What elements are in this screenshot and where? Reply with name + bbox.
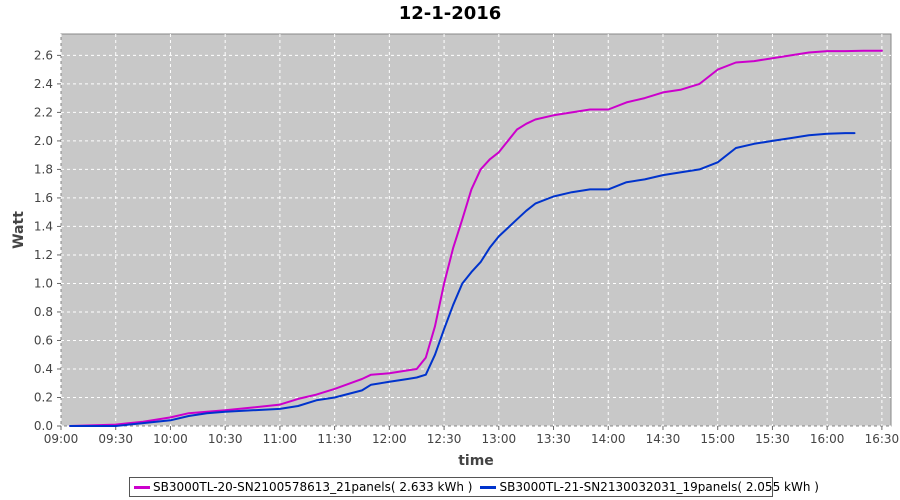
x-tick-label: 11:00: [263, 432, 298, 446]
x-tick-label: 11:30: [317, 432, 352, 446]
x-tick-label: 10:00: [153, 432, 188, 446]
x-tick-label: 12:00: [372, 432, 407, 446]
y-tick-label: 2.0: [34, 134, 53, 148]
legend-item: SB3000TL-20-SN2100578613_21panels( 2.633…: [134, 480, 472, 494]
x-tick-label: 13:30: [536, 432, 571, 446]
x-tick-label: 15:00: [700, 432, 735, 446]
y-tick-label: 0.2: [34, 390, 53, 404]
plot-area: [60, 33, 892, 427]
series-line-2: [69, 132, 856, 427]
legend-item: SB3000TL-21-SN2130032031_19panels( 2.055…: [480, 480, 819, 494]
y-tick-label: 1.4: [34, 219, 53, 233]
legend-label: SB3000TL-21-SN2130032031_19panels( 2.055…: [499, 480, 819, 494]
y-tick-label: 1.8: [34, 162, 53, 176]
x-tick-label: 15:30: [755, 432, 790, 446]
y-tick-label: 1.0: [34, 276, 53, 290]
x-tick-label: 10:30: [208, 432, 243, 446]
chart-title: 12-1-2016: [398, 3, 502, 24]
grid-lines: [60, 34, 891, 427]
y-tick-label: 1.2: [34, 248, 53, 262]
y-tick-label: 0.4: [34, 362, 53, 376]
y-axis-ticks: 0.0 0.2 0.4 0.6 0.8 1.0 1.2 1.4 1.6 1.8 2.0 2.2 2.4 2…: [34, 48, 61, 433]
series-lines: [69, 49, 883, 427]
y-tick-label: 2.2: [34, 105, 53, 119]
x-tick-label: 16:00: [810, 432, 845, 446]
legend-swatch: [480, 485, 497, 489]
series-line-1: [69, 49, 883, 427]
x-tick-label: 12:30: [427, 432, 462, 446]
y-tick-label: 1.6: [34, 191, 53, 205]
y-tick-label: 0.6: [34, 333, 53, 347]
y-tick-label: 0.8: [34, 305, 53, 319]
x-axis-title: time: [458, 453, 494, 469]
x-tick-label: 09:30: [98, 432, 133, 446]
y-axis-title: Watt: [11, 211, 27, 249]
x-tick-label: 14:30: [646, 432, 681, 446]
x-tick-label: 14:00: [591, 432, 626, 446]
legend: SB3000TL-20-SN2100578613_21panels( 2.633…: [129, 477, 819, 497]
x-axis-ticks: 09:00 09:30 10:00 10:30 11:00 11:30 12:00 12:30…: [44, 426, 899, 446]
legend-swatch: [134, 485, 150, 489]
x-tick-label: 09:00: [44, 432, 79, 446]
y-tick-label: 2.6: [34, 48, 53, 62]
y-tick-label: 2.4: [34, 77, 53, 91]
y-tick-label: 0.0: [34, 419, 53, 433]
x-tick-label: 13:00: [482, 432, 517, 446]
x-tick-label: 16:30: [865, 432, 900, 446]
legend-label: SB3000TL-20-SN2100578613_21panels( 2.633…: [153, 480, 473, 494]
